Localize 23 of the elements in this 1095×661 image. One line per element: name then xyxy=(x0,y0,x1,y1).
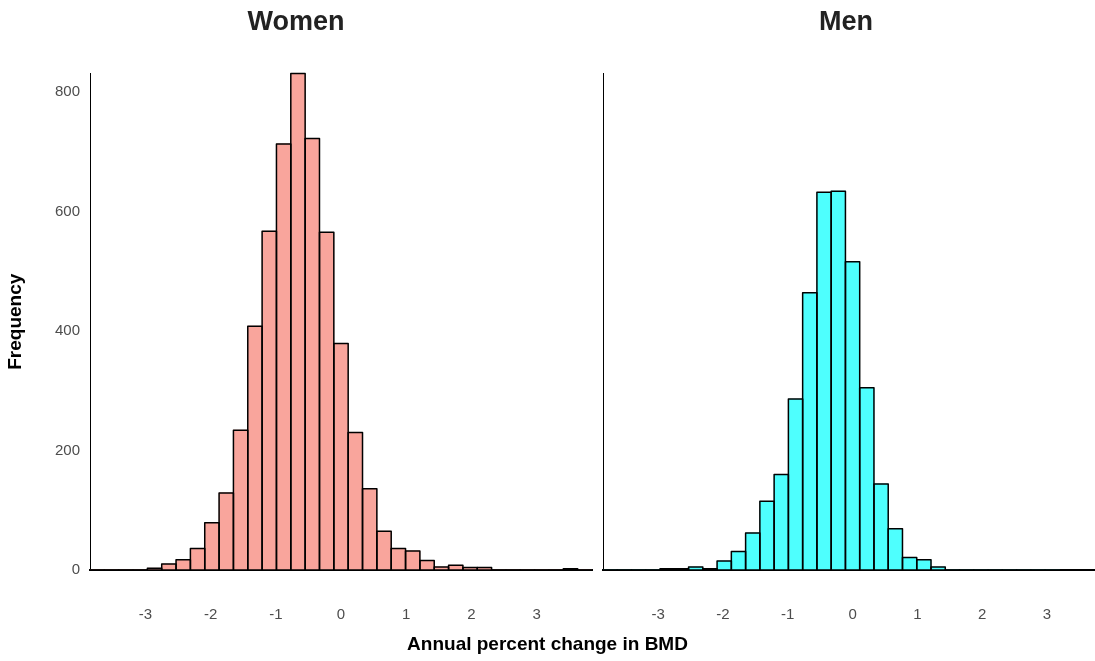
y-axis-title: Frequency xyxy=(3,273,25,370)
x-tick-label: -2 xyxy=(203,605,218,623)
y-tick-label: 200 xyxy=(54,440,80,458)
y-tick-label: 400 xyxy=(54,321,80,339)
x-tick-label: -3 xyxy=(651,605,665,623)
x-tick-label: -3 xyxy=(138,605,153,623)
y-tick-label: 0 xyxy=(71,560,80,578)
x-tick-label: -1 xyxy=(269,605,283,623)
chart-title: Women xyxy=(247,5,345,36)
x-tick-label: 2 xyxy=(978,605,987,623)
x-tick-label: -2 xyxy=(716,605,730,623)
chart-title: Men xyxy=(819,5,873,36)
x-tick-label: 1 xyxy=(913,605,922,623)
x-axis-title: Annual percent change in BMD xyxy=(406,633,689,655)
x-tick-label: 1 xyxy=(402,605,411,623)
x-tick-label: -1 xyxy=(781,605,795,623)
x-tick-label: 2 xyxy=(467,605,476,623)
y-tick-label: 600 xyxy=(54,201,80,219)
x-tick-label: 0 xyxy=(336,605,346,623)
x-tick-label: 3 xyxy=(1042,605,1052,623)
x-tick-label: 0 xyxy=(848,605,857,623)
x-tick-label: 3 xyxy=(532,605,541,623)
y-tick-label: 800 xyxy=(54,82,80,100)
